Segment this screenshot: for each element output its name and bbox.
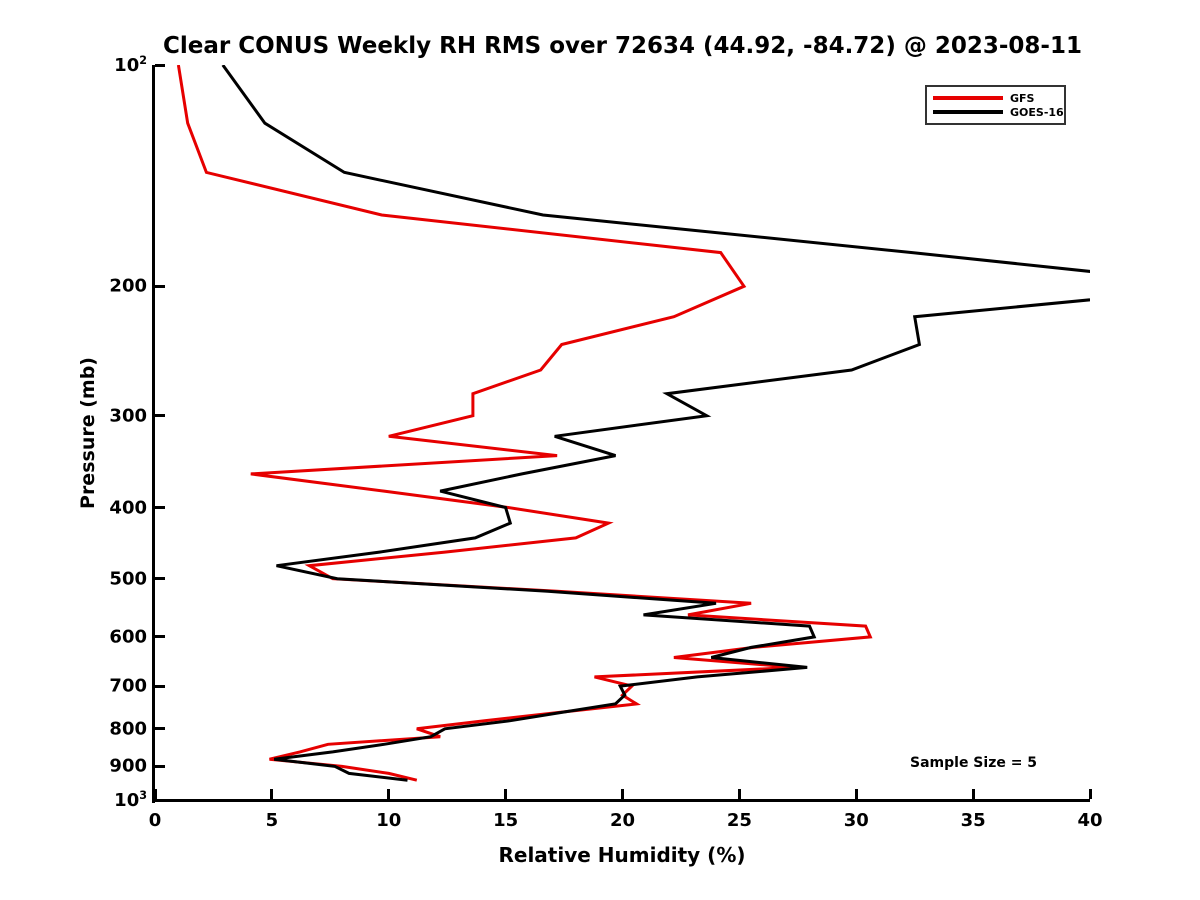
y-tick-mark — [155, 284, 165, 288]
x-axis-spine — [152, 799, 1090, 802]
x-tick-label: 0 — [148, 810, 162, 831]
y-tick-mark — [155, 684, 165, 688]
legend-item-gfs: GFS — [933, 91, 1058, 105]
y-axis-spine — [152, 65, 155, 803]
y-tick-label: 800 — [109, 718, 147, 740]
x-tick-label: 15 — [493, 810, 519, 831]
x-tick-mark — [504, 789, 508, 799]
y-tick-label: 700 — [109, 675, 147, 697]
legend-label-gfs: GFS — [1010, 91, 1035, 105]
x-tick-label: 25 — [726, 810, 752, 831]
y-tick-label: 900 — [109, 755, 147, 777]
y-tick-mark — [155, 635, 165, 639]
y-tick-mark — [155, 727, 165, 731]
x-tick-mark — [854, 789, 858, 799]
y-tick-label: 103 — [114, 789, 147, 811]
x-axis-label: Relative Humidity (%) — [498, 843, 746, 867]
x-tick-label: 30 — [843, 810, 869, 831]
x-tick-label: 40 — [1077, 810, 1103, 831]
goes16-line — [221, 65, 1090, 782]
chart-title: Clear CONUS Weekly RH RMS over 72634 (44… — [163, 33, 1082, 59]
y-tick-mark — [155, 63, 165, 67]
x-tick-label: 5 — [265, 810, 279, 831]
x-tick-mark — [621, 789, 624, 799]
x-tick-label: 10 — [376, 810, 402, 831]
y-tick-label: 400 — [109, 497, 147, 518]
x-tick-mark — [387, 789, 391, 799]
x-tick-mark — [737, 789, 741, 799]
legend-item-goes16: GOES-16 — [933, 105, 1064, 119]
y-tick-label: 200 — [109, 275, 147, 297]
y-tick-mark — [155, 414, 165, 418]
y-tick-mark — [155, 577, 165, 581]
x-tick-label: 35 — [960, 810, 986, 831]
y-axis-label: Pressure (mb) — [77, 357, 99, 509]
plot-area — [176, 65, 1090, 782]
x-tick-label: 20 — [609, 810, 636, 831]
y-tick-mark — [155, 506, 165, 509]
y-tick-label: 500 — [109, 568, 147, 590]
gfs-line — [176, 65, 873, 782]
x-tick-mark — [270, 789, 274, 799]
y-tick-mark — [155, 764, 165, 768]
legend-box: GFS GOES-16 — [925, 85, 1066, 125]
y-tick-mark — [155, 798, 165, 802]
gfs-line-sample — [933, 96, 1003, 100]
y-tick-label: 300 — [109, 405, 147, 427]
y-tick-label: 102 — [114, 54, 147, 76]
y-tick-label: 600 — [109, 626, 147, 648]
goes16-line-sample — [933, 110, 1003, 114]
sample-size-annotation: Sample Size = 5 — [910, 755, 1038, 771]
x-tick-mark — [971, 789, 975, 799]
legend-label-goes16: GOES-16 — [1010, 105, 1064, 119]
x-tick-mark — [1088, 789, 1092, 799]
x-tick-mark — [153, 789, 157, 799]
